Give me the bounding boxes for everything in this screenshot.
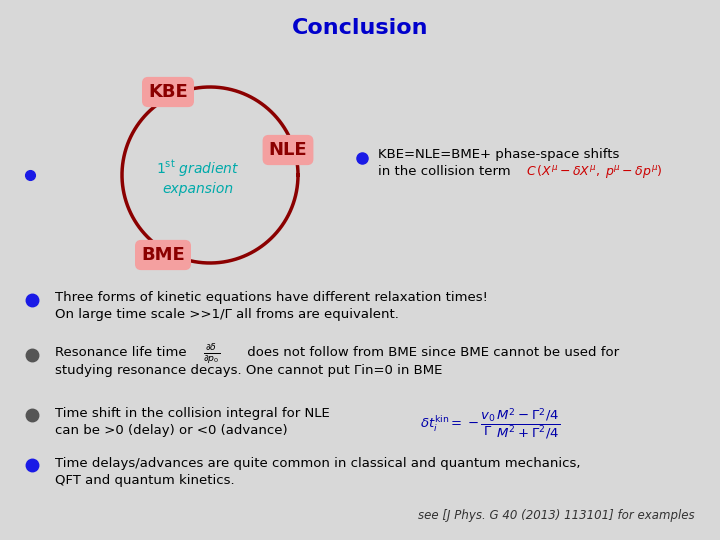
Text: KBE=NLE=BME+ phase-space shifts: KBE=NLE=BME+ phase-space shifts <box>378 148 619 161</box>
Text: Resonance life time: Resonance life time <box>55 346 186 359</box>
Text: studying resonance decays. One cannot put Γin=0 in BME: studying resonance decays. One cannot pu… <box>55 364 442 377</box>
Text: $\delta t_i^{\rm kin} = -\dfrac{v_0}{\Gamma}\dfrac{M^2 - \Gamma^2/4}{M^2 + \Gamm: $\delta t_i^{\rm kin} = -\dfrac{v_0}{\Ga… <box>420 406 560 441</box>
Text: $\frac{\partial\delta}{\partial p_0}$: $\frac{\partial\delta}{\partial p_0}$ <box>203 343 220 367</box>
Text: Time shift in the collision integral for NLE: Time shift in the collision integral for… <box>55 407 330 420</box>
Text: expansion: expansion <box>163 182 233 196</box>
Text: BME: BME <box>141 246 185 264</box>
Text: in the collision term: in the collision term <box>378 165 510 178</box>
Text: QFT and quantum kinetics.: QFT and quantum kinetics. <box>55 474 235 487</box>
Text: NLE: NLE <box>269 141 307 159</box>
Text: $C\,(X^\mu - \delta X^\mu,\;p^\mu - \delta p^\mu)$: $C\,(X^\mu - \delta X^\mu,\;p^\mu - \del… <box>526 163 662 180</box>
Text: can be >0 (delay) or <0 (advance): can be >0 (delay) or <0 (advance) <box>55 424 287 437</box>
Text: $1^{\rm st}$ gradient: $1^{\rm st}$ gradient <box>156 159 240 179</box>
Text: Conclusion: Conclusion <box>292 18 428 38</box>
Text: does not follow from BME since BME cannot be used for: does not follow from BME since BME canno… <box>243 346 619 359</box>
Text: Three forms of kinetic equations have different relaxation times!: Three forms of kinetic equations have di… <box>55 291 488 304</box>
Text: Time delays/advances are quite common in classical and quantum mechanics,: Time delays/advances are quite common in… <box>55 457 580 470</box>
Text: see [J Phys. G 40 (2013) 113101] for examples: see [J Phys. G 40 (2013) 113101] for exa… <box>418 509 695 522</box>
Text: KBE: KBE <box>148 83 188 101</box>
Text: On large time scale >>1/Γ all froms are equivalent.: On large time scale >>1/Γ all froms are … <box>55 308 399 321</box>
